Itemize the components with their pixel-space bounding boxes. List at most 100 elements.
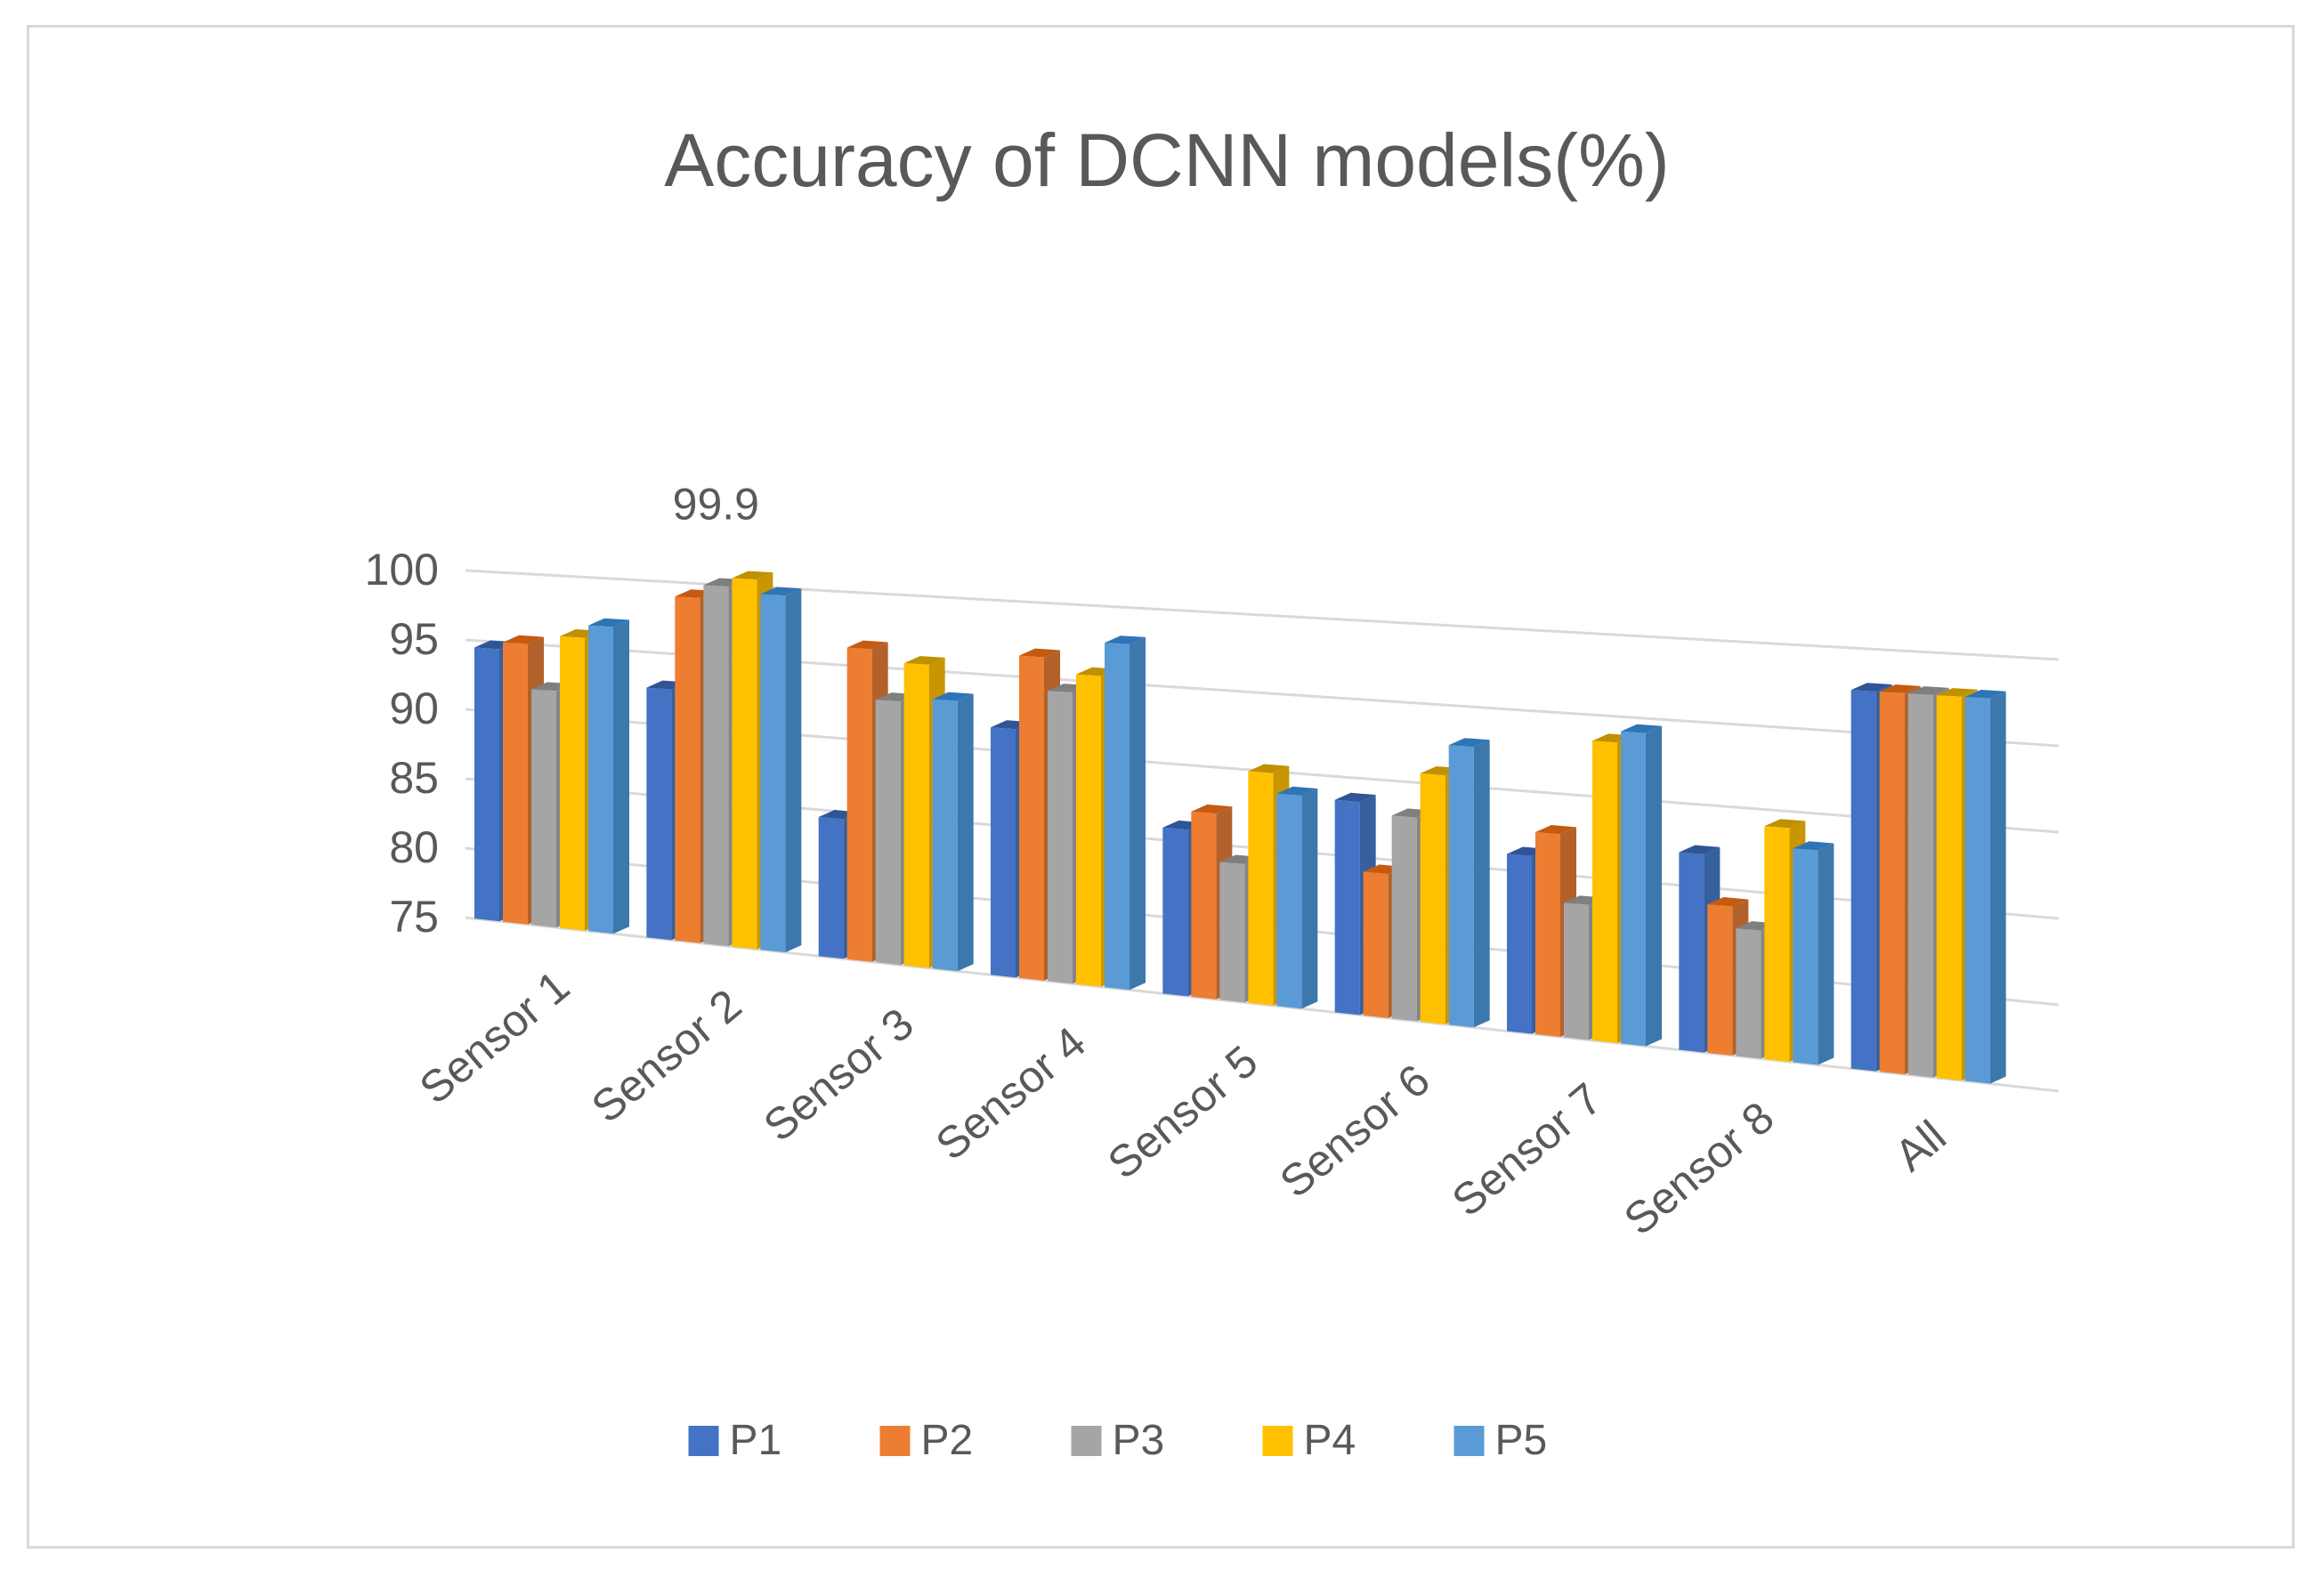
bar-p5-sensor-8 (1793, 841, 1834, 1065)
bar-top (1105, 635, 1146, 644)
bar-front (1535, 832, 1560, 1037)
bar-side (1989, 691, 2006, 1084)
bar-front (503, 642, 528, 925)
bar-side (1646, 725, 1662, 1047)
bar-front (1334, 799, 1360, 1016)
bar-top (1707, 896, 1749, 907)
bar-top (1448, 738, 1490, 748)
bars (474, 570, 2006, 1084)
bar-front (1793, 848, 1818, 1065)
bar-front (903, 663, 929, 968)
bar-top (846, 640, 888, 650)
x-tick-label-sensor-1: Sensor 1 (410, 961, 579, 1114)
bar-front (1219, 862, 1245, 1003)
bar-front (1420, 773, 1445, 1024)
legend-label-p1: P1 (730, 1417, 782, 1464)
x-tick-label-sensor-6: Sensor 6 (1270, 1055, 1438, 1208)
y-tick-label: 75 (389, 892, 439, 942)
bar-top (1879, 684, 1921, 693)
bar-top (1276, 786, 1318, 797)
bar-side (1473, 740, 1490, 1028)
bar-p5-sensor-7 (1621, 724, 1662, 1047)
bar-front (1391, 815, 1417, 1022)
bar-top (903, 656, 945, 665)
legend-swatch-p5 (1454, 1426, 1485, 1456)
bar-front (675, 596, 700, 943)
legend-label-p2: P2 (921, 1417, 974, 1464)
bar-top (1679, 845, 1721, 854)
data-label: 99.9 (673, 479, 759, 529)
bar-top (1793, 841, 1834, 851)
y-tick-label: 85 (389, 753, 439, 803)
y-tick-label: 95 (389, 614, 439, 664)
bar-front (1248, 771, 1274, 1006)
legend-swatch-p1 (688, 1426, 719, 1456)
chart-frame: 75 80 85 90 95 100 Sensor 1 Sensor 2 Sensor 3 Se… (27, 25, 2295, 1549)
legend-swatch-p3 (1071, 1426, 1102, 1456)
bar-top (1964, 690, 2006, 699)
bar-front (991, 727, 1016, 978)
bar-front (474, 647, 499, 922)
bar-front (703, 585, 729, 947)
bar-top (1535, 825, 1576, 835)
bar-front (1076, 674, 1101, 987)
x-tick-label-sensor-7: Sensor 7 (1443, 1073, 1611, 1226)
legend-label-p4: P4 (1304, 1417, 1356, 1464)
bar-front (1621, 731, 1646, 1047)
bar-top (1334, 792, 1376, 803)
legend: P1 P2 P3 P4 P5 (688, 1417, 1548, 1464)
bar-front (1679, 852, 1705, 1053)
bar-front (1850, 690, 1876, 1072)
bar-top (932, 692, 974, 701)
bar-front (1764, 826, 1790, 1063)
y-tick-label: 90 (389, 684, 439, 733)
legend-swatch-p2 (879, 1426, 911, 1456)
bar-front (846, 647, 872, 962)
bar-top (732, 570, 773, 580)
bar-front (1736, 928, 1761, 1059)
bar-front (588, 625, 613, 935)
bar-side (1301, 789, 1318, 1009)
bar-front (1592, 740, 1617, 1043)
bar-side (613, 619, 629, 935)
legend-label-p3: P3 (1113, 1417, 1165, 1464)
bar-front (646, 687, 672, 941)
bar-p5-sensor-3 (932, 692, 974, 972)
bar-front (1564, 902, 1589, 1040)
bar-front (1363, 871, 1389, 1018)
legend-label-p5: P5 (1495, 1417, 1548, 1464)
bar-front (1105, 643, 1130, 991)
bar-front (818, 817, 844, 959)
bar-top (1248, 764, 1290, 773)
bar-top (1764, 819, 1806, 829)
bar-front (1162, 827, 1188, 997)
bar-front (1019, 655, 1044, 981)
bar-front (1048, 691, 1073, 984)
bar-side (957, 693, 974, 972)
bar-front (560, 635, 585, 931)
bar-top (588, 618, 629, 627)
bar-p5-sensor-2 (760, 587, 802, 953)
bar-p5-sensor-6 (1448, 738, 1490, 1028)
bar-front (1936, 695, 1962, 1081)
bar-front (1507, 854, 1532, 1034)
x-tick-label-sensor-3: Sensor 3 (754, 999, 922, 1152)
bar-p5-sensor-1 (588, 618, 629, 935)
chart-title: Accuracy of DCNN models(%) (664, 118, 1670, 202)
bar-front (1907, 693, 1933, 1078)
bar-front (1276, 793, 1302, 1009)
bar-top (1621, 724, 1662, 733)
bar-top (1850, 683, 1892, 692)
bar-front (732, 578, 757, 950)
bar-side (1818, 843, 1834, 1065)
bar-top (1019, 648, 1060, 658)
bar-side (785, 588, 802, 953)
bar-p5-sensor-4 (1105, 635, 1146, 991)
y-tick-label: 80 (389, 822, 439, 872)
bar-front (1879, 692, 1905, 1075)
bar-front (1448, 745, 1474, 1028)
x-tick-label-all: All (1885, 1111, 1956, 1181)
bar-front (760, 594, 786, 953)
bar-front (531, 689, 556, 928)
